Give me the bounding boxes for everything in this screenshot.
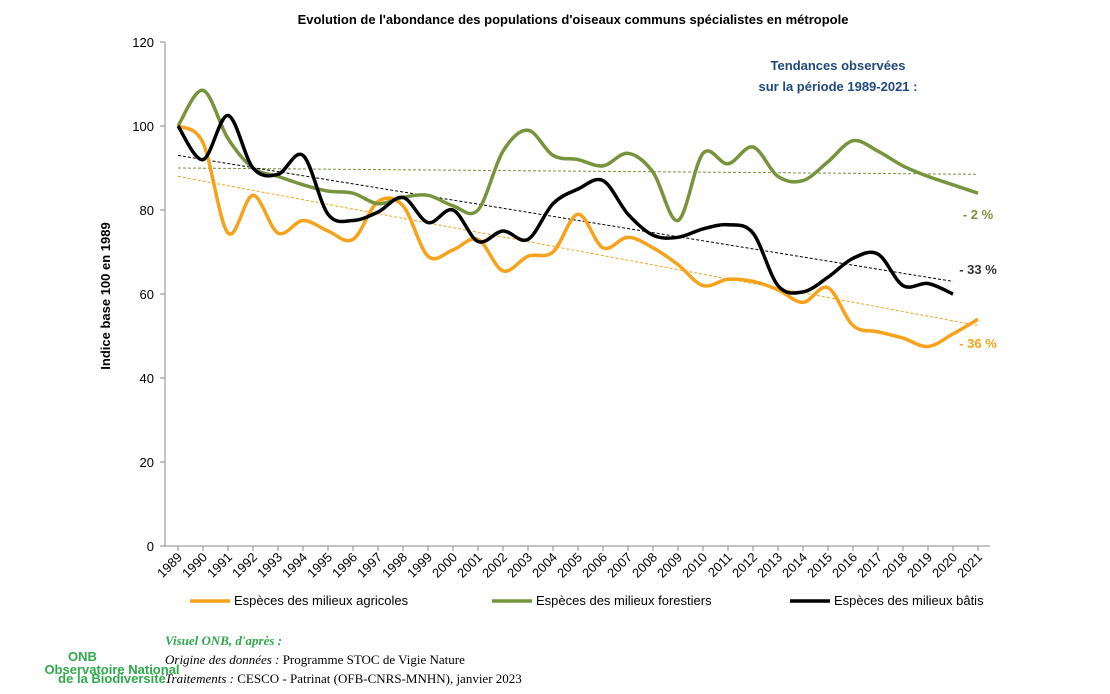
trend-label: - 36 % bbox=[959, 336, 997, 351]
x-tick-label: 2012 bbox=[729, 550, 760, 581]
x-tick-label: 1989 bbox=[154, 550, 185, 581]
chart-title: Evolution de l'abondance des populations… bbox=[298, 12, 849, 27]
logo-sub: de la Biodiversité bbox=[58, 671, 166, 686]
series-line bbox=[176, 88, 979, 223]
x-tick-label: 2006 bbox=[579, 550, 610, 581]
x-tick-label: 1999 bbox=[404, 550, 435, 581]
x-tick-label: 1998 bbox=[379, 550, 410, 581]
x-tick-label: 1997 bbox=[354, 550, 385, 581]
x-tick-label: 1990 bbox=[179, 550, 210, 581]
legend-label: Espèces des milieux bâtis bbox=[834, 593, 984, 608]
trend-line bbox=[177, 154, 954, 282]
logo-sub: Observatoire National bbox=[44, 662, 179, 677]
series-line bbox=[177, 124, 979, 349]
x-tick-label: 2009 bbox=[654, 550, 685, 581]
annotation-title: Tendances observées bbox=[771, 58, 906, 73]
y-axis-label: Indice base 100 en 1989 bbox=[98, 222, 113, 369]
x-tick-label: 2000 bbox=[429, 550, 460, 581]
x-tick-label: 2003 bbox=[504, 550, 535, 581]
x-tick-label: 2016 bbox=[829, 550, 860, 581]
y-tick-label: 40 bbox=[140, 371, 154, 386]
footer-label: Traitements : bbox=[165, 671, 234, 686]
x-tick-label: 1993 bbox=[254, 550, 285, 581]
y-tick-label: 100 bbox=[132, 119, 154, 134]
x-tick-label: 2008 bbox=[629, 550, 660, 581]
y-tick-label: 20 bbox=[140, 455, 154, 470]
y-tick-label: 0 bbox=[147, 539, 154, 554]
series-line bbox=[176, 113, 954, 296]
x-tick-label: 2010 bbox=[679, 550, 710, 581]
trend-line bbox=[177, 167, 979, 175]
footer-line: Traitements : CESCO - Patrinat (OFB-CNRS… bbox=[165, 671, 522, 686]
footer-label: Origine des données : bbox=[165, 652, 279, 667]
x-tick-label: 2020 bbox=[929, 550, 960, 581]
annotation-title: sur la période 1989-2021 : bbox=[759, 79, 918, 94]
footer-text: CESCO - Patrinat (OFB-CNRS-MNHN), janvie… bbox=[237, 671, 522, 686]
logo: ONB bbox=[68, 649, 97, 664]
x-tick-label: 2014 bbox=[779, 550, 810, 581]
x-tick-label: 2004 bbox=[529, 550, 560, 581]
x-tick-label: 2005 bbox=[554, 550, 585, 581]
x-tick-label: 2002 bbox=[479, 550, 510, 581]
y-tick-label: 60 bbox=[140, 287, 154, 302]
x-tick-label: 2021 bbox=[954, 550, 985, 581]
x-tick-label: 2017 bbox=[854, 550, 885, 581]
x-tick-label: 1992 bbox=[229, 550, 260, 581]
x-tick-label: 2015 bbox=[804, 550, 835, 581]
footer-line: Origine des données : Programme STOC de … bbox=[165, 652, 465, 667]
x-tick-label: 2007 bbox=[604, 550, 635, 581]
legend-label: Espèces des milieux forestiers bbox=[536, 593, 712, 608]
x-tick-label: 2013 bbox=[754, 550, 785, 581]
x-tick-label: 1996 bbox=[329, 550, 360, 581]
x-tick-label: 2011 bbox=[705, 550, 735, 580]
trend-label: - 2 % bbox=[963, 207, 994, 222]
x-tick-label: 1994 bbox=[279, 550, 310, 581]
footer-text: Programme STOC de Vigie Nature bbox=[283, 652, 465, 667]
y-tick-label: 120 bbox=[132, 35, 154, 50]
x-tick-label: 2001 bbox=[454, 550, 485, 581]
x-tick-label: 2019 bbox=[904, 550, 935, 581]
x-tick-label: 2018 bbox=[879, 550, 910, 581]
trend-line bbox=[177, 175, 979, 326]
trend-label: - 33 % bbox=[959, 262, 997, 277]
legend-label: Espèces des milieux agricoles bbox=[234, 593, 409, 608]
y-tick-label: 80 bbox=[140, 203, 154, 218]
x-tick-label: 1991 bbox=[204, 550, 235, 581]
x-tick-label: 1995 bbox=[304, 550, 335, 581]
footer-heading: Visuel ONB, d'après : bbox=[165, 633, 282, 648]
